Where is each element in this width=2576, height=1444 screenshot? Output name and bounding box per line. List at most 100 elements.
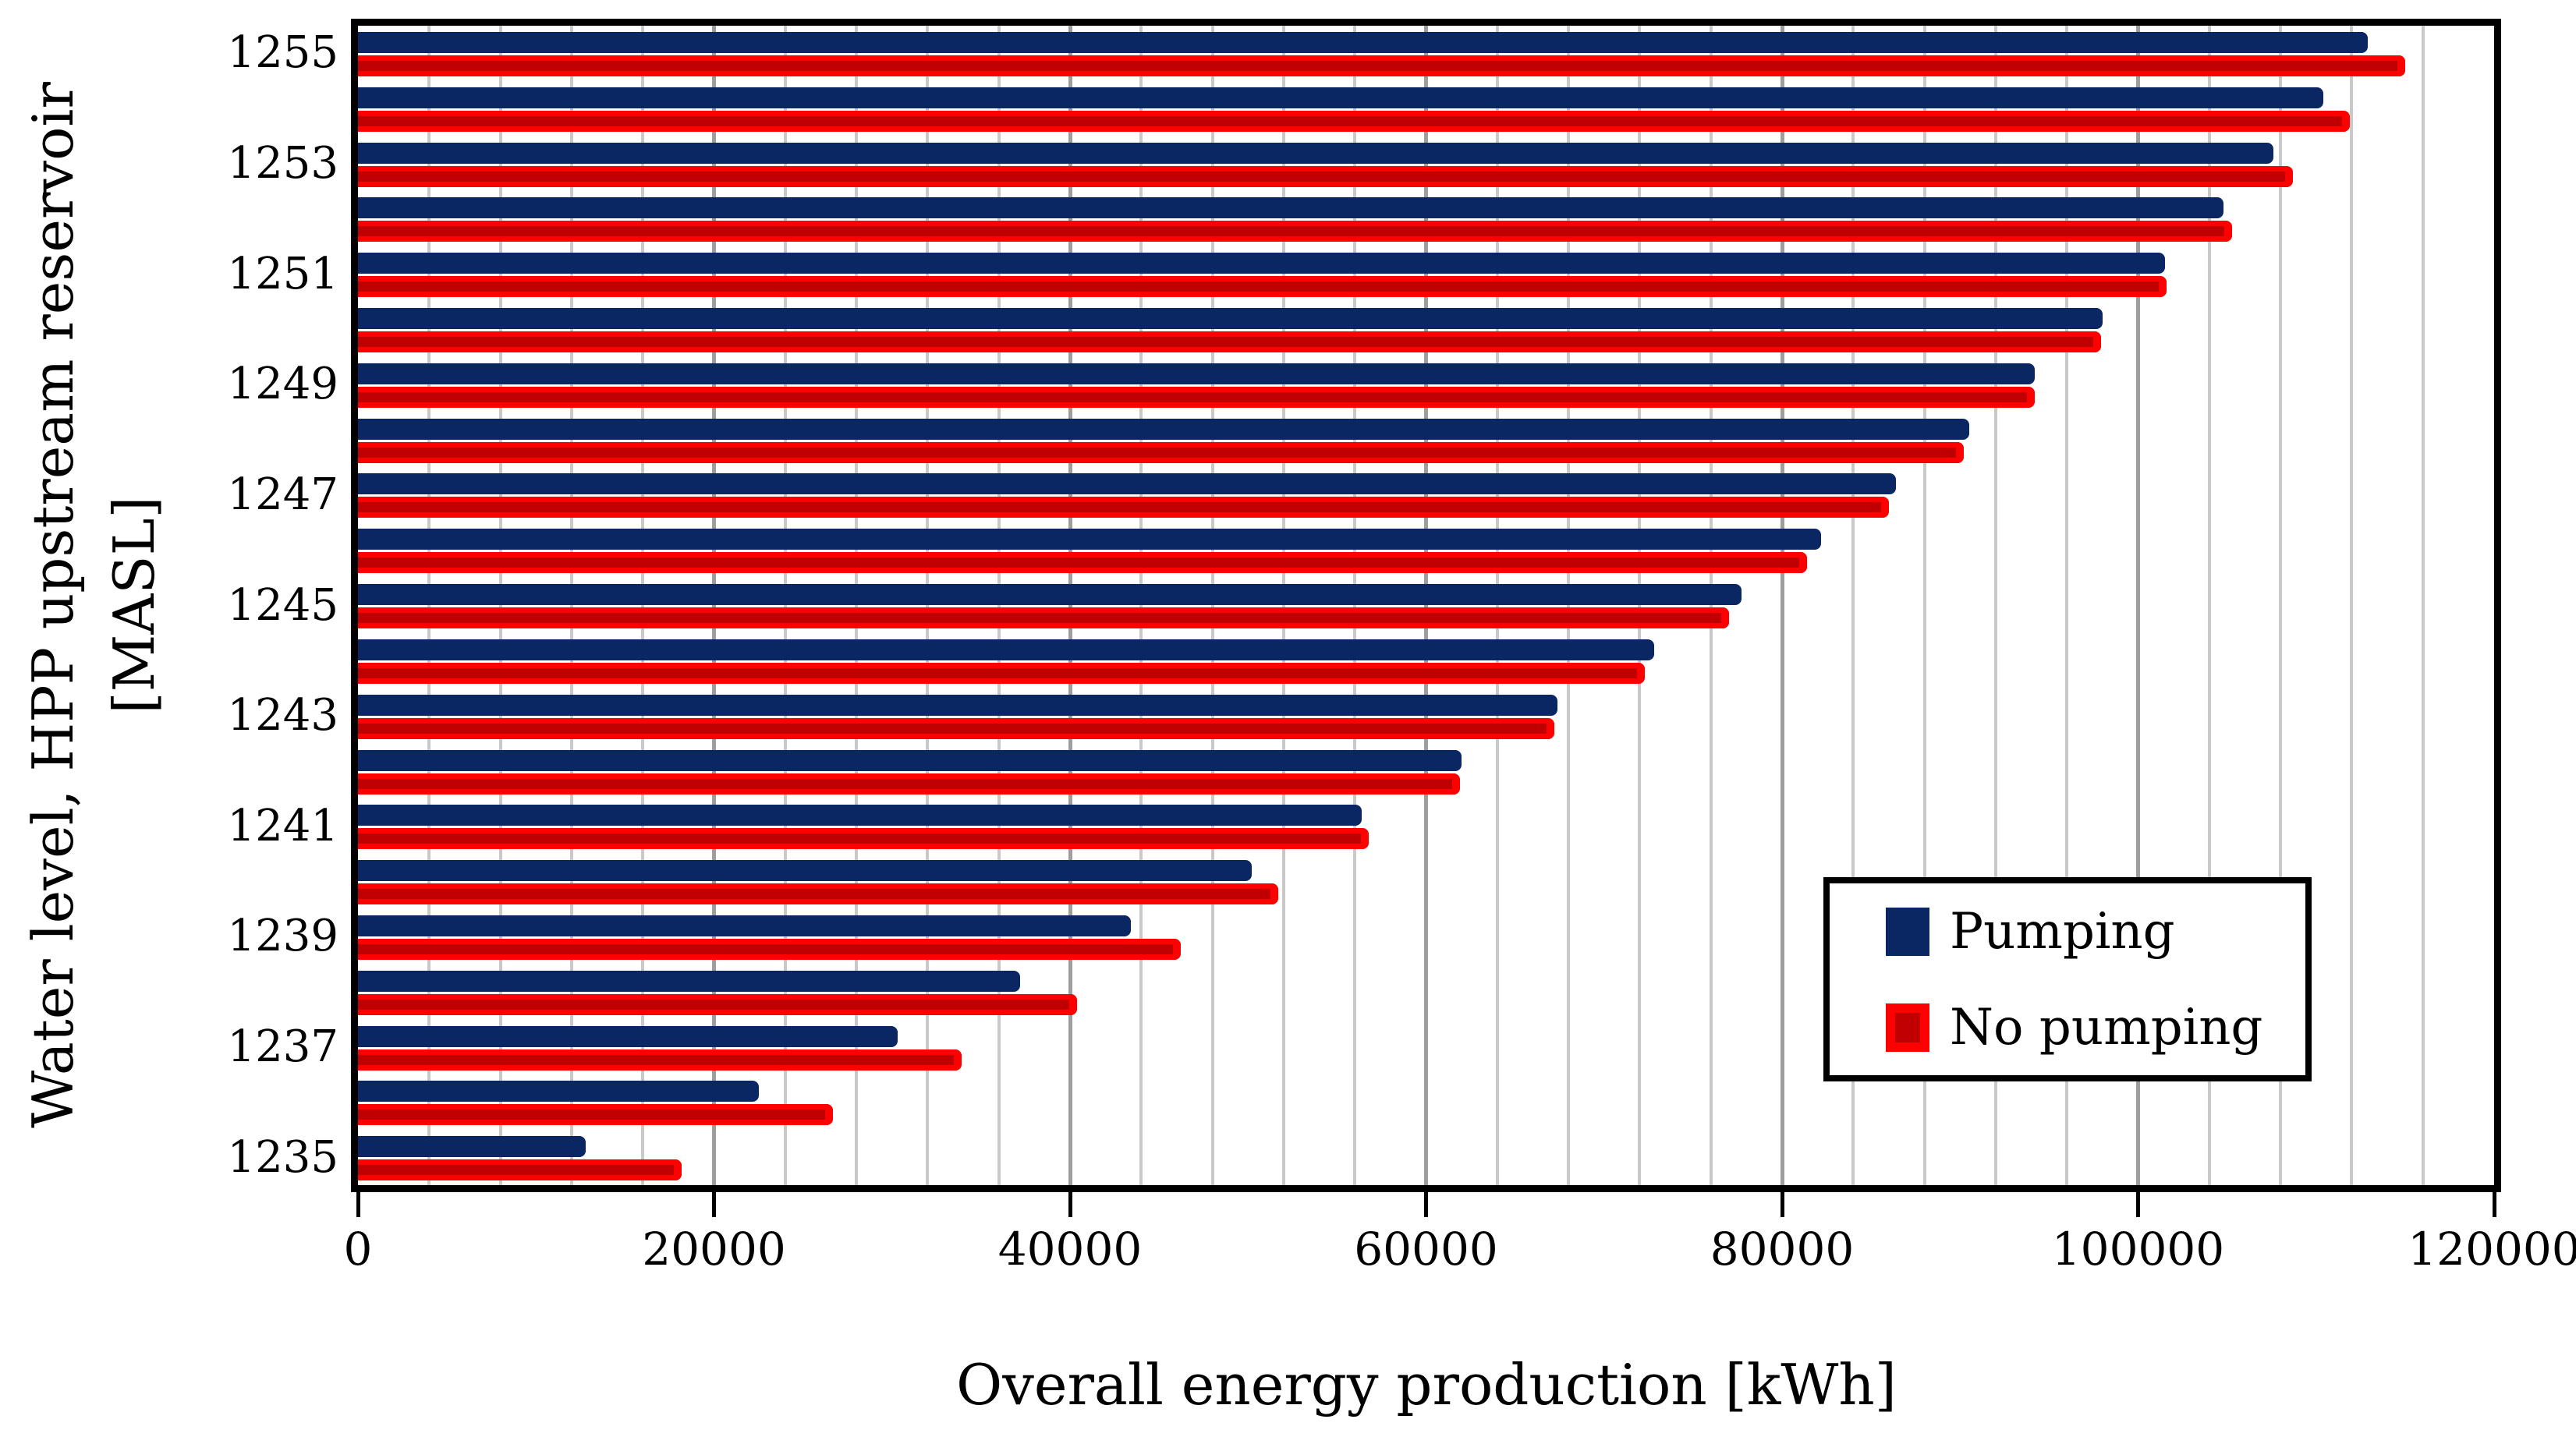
bar-pumping-1247	[358, 473, 1897, 495]
x-tick-40000	[1068, 1192, 1072, 1217]
x-axis-title: Overall energy production [kWh]	[956, 1352, 1897, 1417]
minor-gridline-108000	[2279, 26, 2283, 1185]
bar-pumping-1249	[358, 363, 2036, 384]
y-tick-label-1235: 1235	[227, 1131, 338, 1183]
bar-pumping-1242	[358, 749, 1462, 771]
legend-item-no-pumping: No pumping	[1886, 1003, 2305, 1053]
minor-gridline-52000	[1281, 26, 1285, 1185]
bar-no-pumping-1253	[358, 165, 2294, 187]
major-gridline-80000	[1780, 26, 1784, 1185]
bar-pumping-1235	[358, 1136, 586, 1158]
bar-no-pumping-1251	[358, 276, 2167, 298]
minor-gridline-44000	[1139, 26, 1143, 1185]
bar-pumping-1239	[358, 915, 1131, 936]
minor-gridline-16000	[641, 26, 645, 1185]
minor-gridline-112000	[2350, 26, 2354, 1185]
x-tick-label-100000: 100000	[2051, 1223, 2225, 1276]
minor-gridline-48000	[1210, 26, 1214, 1185]
bar-no-pumping-1245	[358, 607, 1729, 629]
minor-gridline-4000	[427, 26, 431, 1185]
x-tick-120000	[2492, 1192, 2496, 1217]
bar-no-pumping-1243	[358, 717, 1554, 739]
major-gridline-60000	[1424, 26, 1428, 1185]
minor-gridline-32000	[926, 26, 930, 1185]
bar-no-pumping-1240	[358, 883, 1279, 905]
bar-pumping-1240	[358, 860, 1252, 882]
minor-gridline-28000	[855, 26, 859, 1185]
bar-pumping-1237	[358, 1025, 898, 1047]
y-axis-title-line1: Water level, HPP upstream reservoir	[20, 82, 86, 1128]
minor-gridline-24000	[783, 26, 787, 1185]
x-tick-label-60000: 60000	[1354, 1223, 1498, 1276]
minor-gridline-92000	[1993, 26, 1997, 1185]
y-tick-label-1251: 1251	[227, 248, 338, 299]
bar-pumping-1244	[358, 639, 1654, 660]
bar-pumping-1252	[358, 197, 2224, 219]
bar-no-pumping-1244	[358, 662, 1646, 684]
y-tick-label-1247: 1247	[227, 469, 338, 520]
bar-no-pumping-1248	[358, 441, 1964, 463]
x-tick-label-120000: 120000	[2408, 1223, 2576, 1276]
x-tick-label-0: 0	[343, 1223, 373, 1276]
minor-gridline-104000	[2207, 26, 2211, 1185]
minor-gridline-76000	[1709, 26, 1713, 1185]
bar-no-pumping-1247	[358, 497, 1889, 518]
bar-pumping-1255	[358, 32, 2368, 53]
minor-gridline-96000	[2065, 26, 2069, 1185]
legend: Pumping No pumping	[1823, 877, 2312, 1081]
minor-gridline-68000	[1567, 26, 1571, 1185]
major-gridline-40000	[1068, 26, 1072, 1185]
y-axis-title-line2: [MASL]	[101, 496, 167, 714]
bar-no-pumping-1246	[358, 552, 1807, 574]
legend-label-no-pumping: No pumping	[1950, 998, 2263, 1056]
bar-pumping-1243	[358, 694, 1558, 716]
minor-gridline-84000	[1851, 26, 1855, 1185]
legend-item-pumping: Pumping	[1886, 907, 2305, 957]
bar-pumping-1241	[358, 805, 1362, 826]
y-tick-label-1243: 1243	[227, 690, 338, 741]
y-tick-label-1241: 1241	[227, 800, 338, 851]
bar-pumping-1248	[358, 418, 1969, 440]
bar-no-pumping-1237	[358, 1049, 962, 1071]
x-tick-20000	[712, 1192, 716, 1217]
minor-gridline-72000	[1638, 26, 1642, 1185]
x-tick-60000	[1424, 1192, 1428, 1217]
y-tick-label-1245: 1245	[227, 579, 338, 631]
x-tick-label-80000: 80000	[1710, 1223, 1855, 1276]
bar-pumping-1245	[358, 584, 1742, 606]
bar-pumping-1236	[358, 1081, 759, 1102]
major-gridline-100000	[2136, 26, 2140, 1185]
bar-pumping-1253	[358, 142, 2273, 164]
bar-no-pumping-1249	[358, 386, 2036, 408]
plot-area	[358, 26, 2494, 1185]
minor-gridline-56000	[1353, 26, 1357, 1185]
bar-pumping-1246	[358, 529, 1822, 550]
major-gridline-20000	[712, 26, 716, 1185]
bar-no-pumping-1239	[358, 938, 1181, 960]
minor-gridline-116000	[2421, 26, 2425, 1185]
x-tick-label-40000: 40000	[997, 1223, 1143, 1276]
bar-no-pumping-1241	[358, 828, 1369, 850]
minor-gridline-36000	[997, 26, 1001, 1185]
y-tick-label-1249: 1249	[227, 359, 338, 410]
bar-pumping-1251	[358, 253, 2165, 274]
bar-no-pumping-1252	[358, 221, 2233, 242]
minor-gridline-8000	[498, 26, 502, 1185]
y-tick-label-1253: 1253	[227, 138, 338, 189]
x-tick-100000	[2136, 1192, 2140, 1217]
x-tick-80000	[1780, 1192, 1784, 1217]
x-tick-label-20000: 20000	[642, 1223, 786, 1276]
legend-label-pumping: Pumping	[1950, 902, 2175, 961]
bar-no-pumping-1250	[358, 331, 2101, 353]
bar-no-pumping-1235	[358, 1159, 682, 1181]
minor-gridline-88000	[1922, 26, 1926, 1185]
minor-gridline-64000	[1495, 26, 1499, 1185]
bar-no-pumping-1242	[358, 773, 1460, 795]
bar-pumping-1238	[358, 970, 1021, 992]
no-pumping-swatch-icon	[1886, 1003, 1929, 1052]
x-tick-0	[356, 1192, 360, 1217]
bar-no-pumping-1254	[358, 110, 2351, 132]
pumping-swatch-icon	[1886, 907, 1929, 956]
y-tick-label-1239: 1239	[227, 911, 338, 962]
